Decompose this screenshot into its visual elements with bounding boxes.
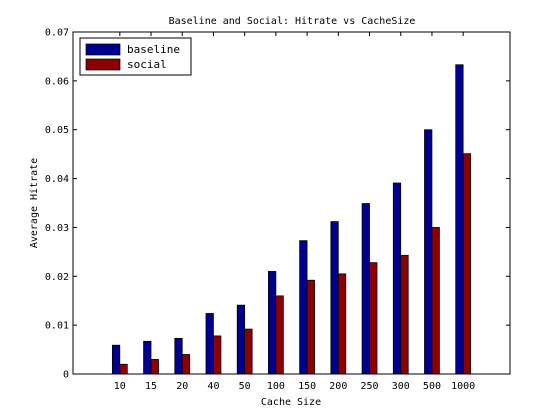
bar-social-50 — [244, 328, 253, 375]
y-tick-label-6: 0.06 — [45, 76, 69, 87]
legend: baseline social — [79, 37, 192, 76]
legend-label-social: social — [127, 58, 167, 71]
x-tick-label-150: 150 — [298, 381, 316, 392]
y-tick-label-5: 0.05 — [45, 125, 69, 136]
bar-baseline-200 — [330, 221, 339, 375]
bar-social-40 — [213, 335, 222, 375]
bar-baseline-20 — [174, 337, 183, 375]
bar-baseline-300 — [392, 182, 402, 375]
y-tick-label-0: 0 — [63, 370, 69, 381]
bar-baseline-50 — [236, 304, 246, 375]
bar-social-250 — [369, 262, 378, 375]
x-tick-label-200: 200 — [329, 381, 347, 392]
y-tick-label-7: 0.07 — [45, 28, 69, 39]
bar-baseline-10 — [111, 344, 121, 375]
bar-social-500 — [431, 227, 440, 375]
bar-layer — [111, 64, 472, 375]
x-tick-label-1000: 1000 — [451, 381, 475, 392]
bar-social-10 — [119, 363, 128, 375]
bar-social-1000 — [462, 153, 472, 375]
y-tick-label-3: 0.03 — [45, 223, 69, 234]
y-tick-label-2: 0.02 — [45, 272, 69, 283]
x-tick-label-10: 10 — [114, 381, 126, 392]
bar-baseline-40 — [205, 313, 214, 375]
x-tick-label-50: 50 — [239, 381, 251, 392]
x-tick-label-250: 250 — [361, 381, 379, 392]
bar-social-100 — [275, 295, 284, 375]
x-tick-label-40: 40 — [207, 381, 219, 392]
bar-baseline-500 — [424, 129, 433, 375]
legend-swatch-baseline — [85, 43, 121, 56]
bar-baseline-100 — [268, 271, 277, 375]
bar-social-20 — [181, 354, 191, 375]
x-axis-label: Cache Size — [261, 397, 321, 408]
bar-baseline-1000 — [455, 64, 464, 375]
bar-social-200 — [337, 273, 347, 375]
y-tick-label-4: 0.04 — [45, 174, 69, 185]
x-tick-label-15: 15 — [145, 381, 157, 392]
x-tick-label-100: 100 — [267, 381, 285, 392]
bar-social-15 — [150, 358, 159, 375]
bar-baseline-250 — [361, 203, 370, 375]
y-axis: 0 0.01 0.02 0.03 0.04 0.05 0.06 0.07 — [45, 28, 510, 381]
plot-frame — [72, 31, 511, 375]
bar-baseline-15 — [143, 340, 152, 375]
x-tick-label-300: 300 — [392, 381, 410, 392]
bar-baseline-150 — [299, 240, 308, 375]
bar-social-300 — [400, 254, 409, 375]
y-axis-label: Average Hitrate — [29, 158, 40, 248]
legend-label-baseline: baseline — [127, 43, 180, 56]
bar-social-150 — [306, 279, 315, 375]
y-tick-label-1: 0.01 — [45, 321, 69, 332]
chart-title: Baseline and Social: Hitrate vs CacheSiz… — [169, 16, 416, 27]
x-tick-label-20: 20 — [176, 381, 188, 392]
x-tick-label-500: 500 — [423, 381, 441, 392]
x-axis: 10 15 20 40 50 100 150 200 250 300 500 1000 — [114, 32, 475, 392]
legend-swatch-social — [85, 58, 121, 71]
